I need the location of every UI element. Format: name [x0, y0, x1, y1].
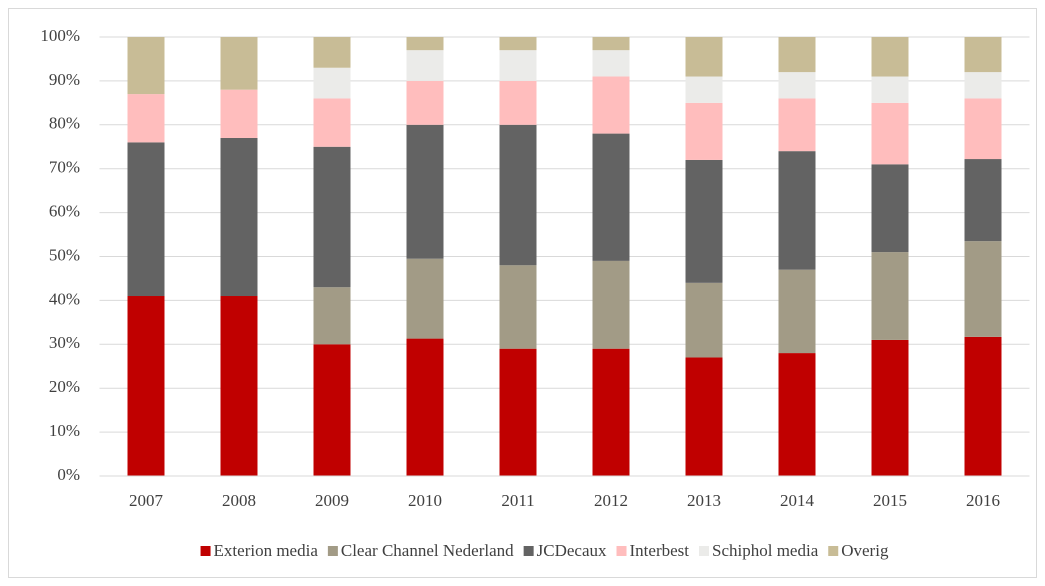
bar-segment — [499, 80, 537, 125]
bar-segment — [685, 282, 723, 358]
legend-swatch — [200, 546, 211, 556]
bar-segment — [127, 142, 165, 297]
legend-swatch — [699, 546, 709, 556]
bar-segment — [499, 265, 537, 349]
bar-segment — [313, 67, 351, 99]
bar-segment — [964, 37, 1002, 73]
bar-segment — [592, 348, 630, 476]
bar-segment — [685, 102, 723, 160]
bar-segment — [499, 348, 537, 476]
bar-segment — [220, 37, 258, 90]
legend-label: Exterion media — [214, 541, 319, 560]
bar-segment — [313, 37, 351, 68]
bar-segment — [964, 336, 1002, 476]
legend-swatch — [828, 546, 839, 556]
x-tick-label: 2009 — [315, 491, 349, 510]
x-tick-label: 2010 — [408, 491, 442, 510]
bar-segment — [220, 137, 258, 297]
bar-segment — [313, 146, 351, 288]
bar-segment — [313, 287, 351, 345]
y-tick-label: 0% — [57, 465, 80, 484]
bar-segment — [406, 37, 444, 51]
bar-segment — [778, 98, 816, 152]
bar-segment — [964, 72, 1002, 99]
bar-segment — [127, 94, 165, 143]
x-tick-label: 2015 — [873, 491, 907, 510]
bar-segment — [778, 37, 816, 73]
x-tick-label: 2014 — [780, 491, 815, 510]
x-tick-label: 2011 — [501, 491, 534, 510]
legend-swatch — [523, 546, 534, 556]
bar-segment — [406, 50, 444, 81]
bar-segment — [499, 50, 537, 81]
x-tick-label: 2016 — [966, 491, 1000, 510]
x-tick-label: 2012 — [594, 491, 628, 510]
bar-segment — [778, 72, 816, 99]
legend-label: Overig — [841, 541, 889, 560]
y-tick-label: 50% — [49, 245, 80, 264]
bar-segment — [964, 241, 1002, 337]
bar-segment — [499, 124, 537, 266]
y-tick-label: 100% — [40, 26, 80, 45]
y-tick-label: 80% — [49, 114, 80, 133]
bar-segment — [685, 76, 723, 103]
bar-segment — [220, 296, 258, 476]
legend-label: Schiphol media — [712, 541, 819, 560]
y-tick-label: 10% — [49, 421, 80, 440]
bar-segment — [685, 357, 723, 476]
bar-segment — [592, 76, 630, 134]
bar-segment — [685, 37, 723, 77]
bar-segment — [871, 339, 909, 476]
bar-segment — [127, 296, 165, 476]
bar-segment — [406, 80, 444, 125]
bar-segment — [592, 37, 630, 51]
bar-segment — [406, 258, 444, 339]
bar-segment — [871, 164, 909, 253]
bar-segment — [127, 37, 165, 95]
bar-segment — [313, 344, 351, 476]
bar-segment — [592, 133, 630, 261]
bar-segment — [592, 50, 630, 77]
x-tick-label: 2007 — [129, 491, 164, 510]
bar-segment — [685, 159, 723, 283]
legend-label: JCDecaux — [537, 541, 607, 560]
bar-segment — [592, 260, 630, 349]
y-tick-label: 70% — [49, 158, 80, 177]
x-tick-label: 2013 — [687, 491, 721, 510]
bar-segment — [778, 269, 816, 354]
bar-segment — [871, 252, 909, 340]
bar-segment — [778, 151, 816, 270]
legend-swatch — [327, 546, 338, 556]
bar-segment — [313, 98, 351, 147]
bar-segment — [220, 89, 258, 138]
legend-label: Interbest — [630, 541, 690, 560]
x-tick-label: 2008 — [222, 491, 256, 510]
bar-segment — [871, 37, 909, 77]
legend-label: Clear Channel Nederland — [341, 541, 514, 560]
y-tick-label: 30% — [49, 333, 80, 352]
y-tick-label: 40% — [49, 289, 80, 308]
bar-segment — [406, 124, 444, 259]
bar-segment — [964, 159, 1002, 242]
bar-segment — [778, 353, 816, 476]
y-tick-label: 90% — [49, 70, 80, 89]
legend-swatch — [616, 546, 627, 556]
y-tick-label: 60% — [49, 202, 80, 221]
bar-segment — [871, 76, 909, 103]
bar-segment — [406, 338, 444, 476]
bar-segment — [964, 98, 1002, 160]
bar-segment — [499, 37, 537, 51]
bar-segment — [871, 102, 909, 165]
y-tick-label: 20% — [49, 377, 80, 396]
